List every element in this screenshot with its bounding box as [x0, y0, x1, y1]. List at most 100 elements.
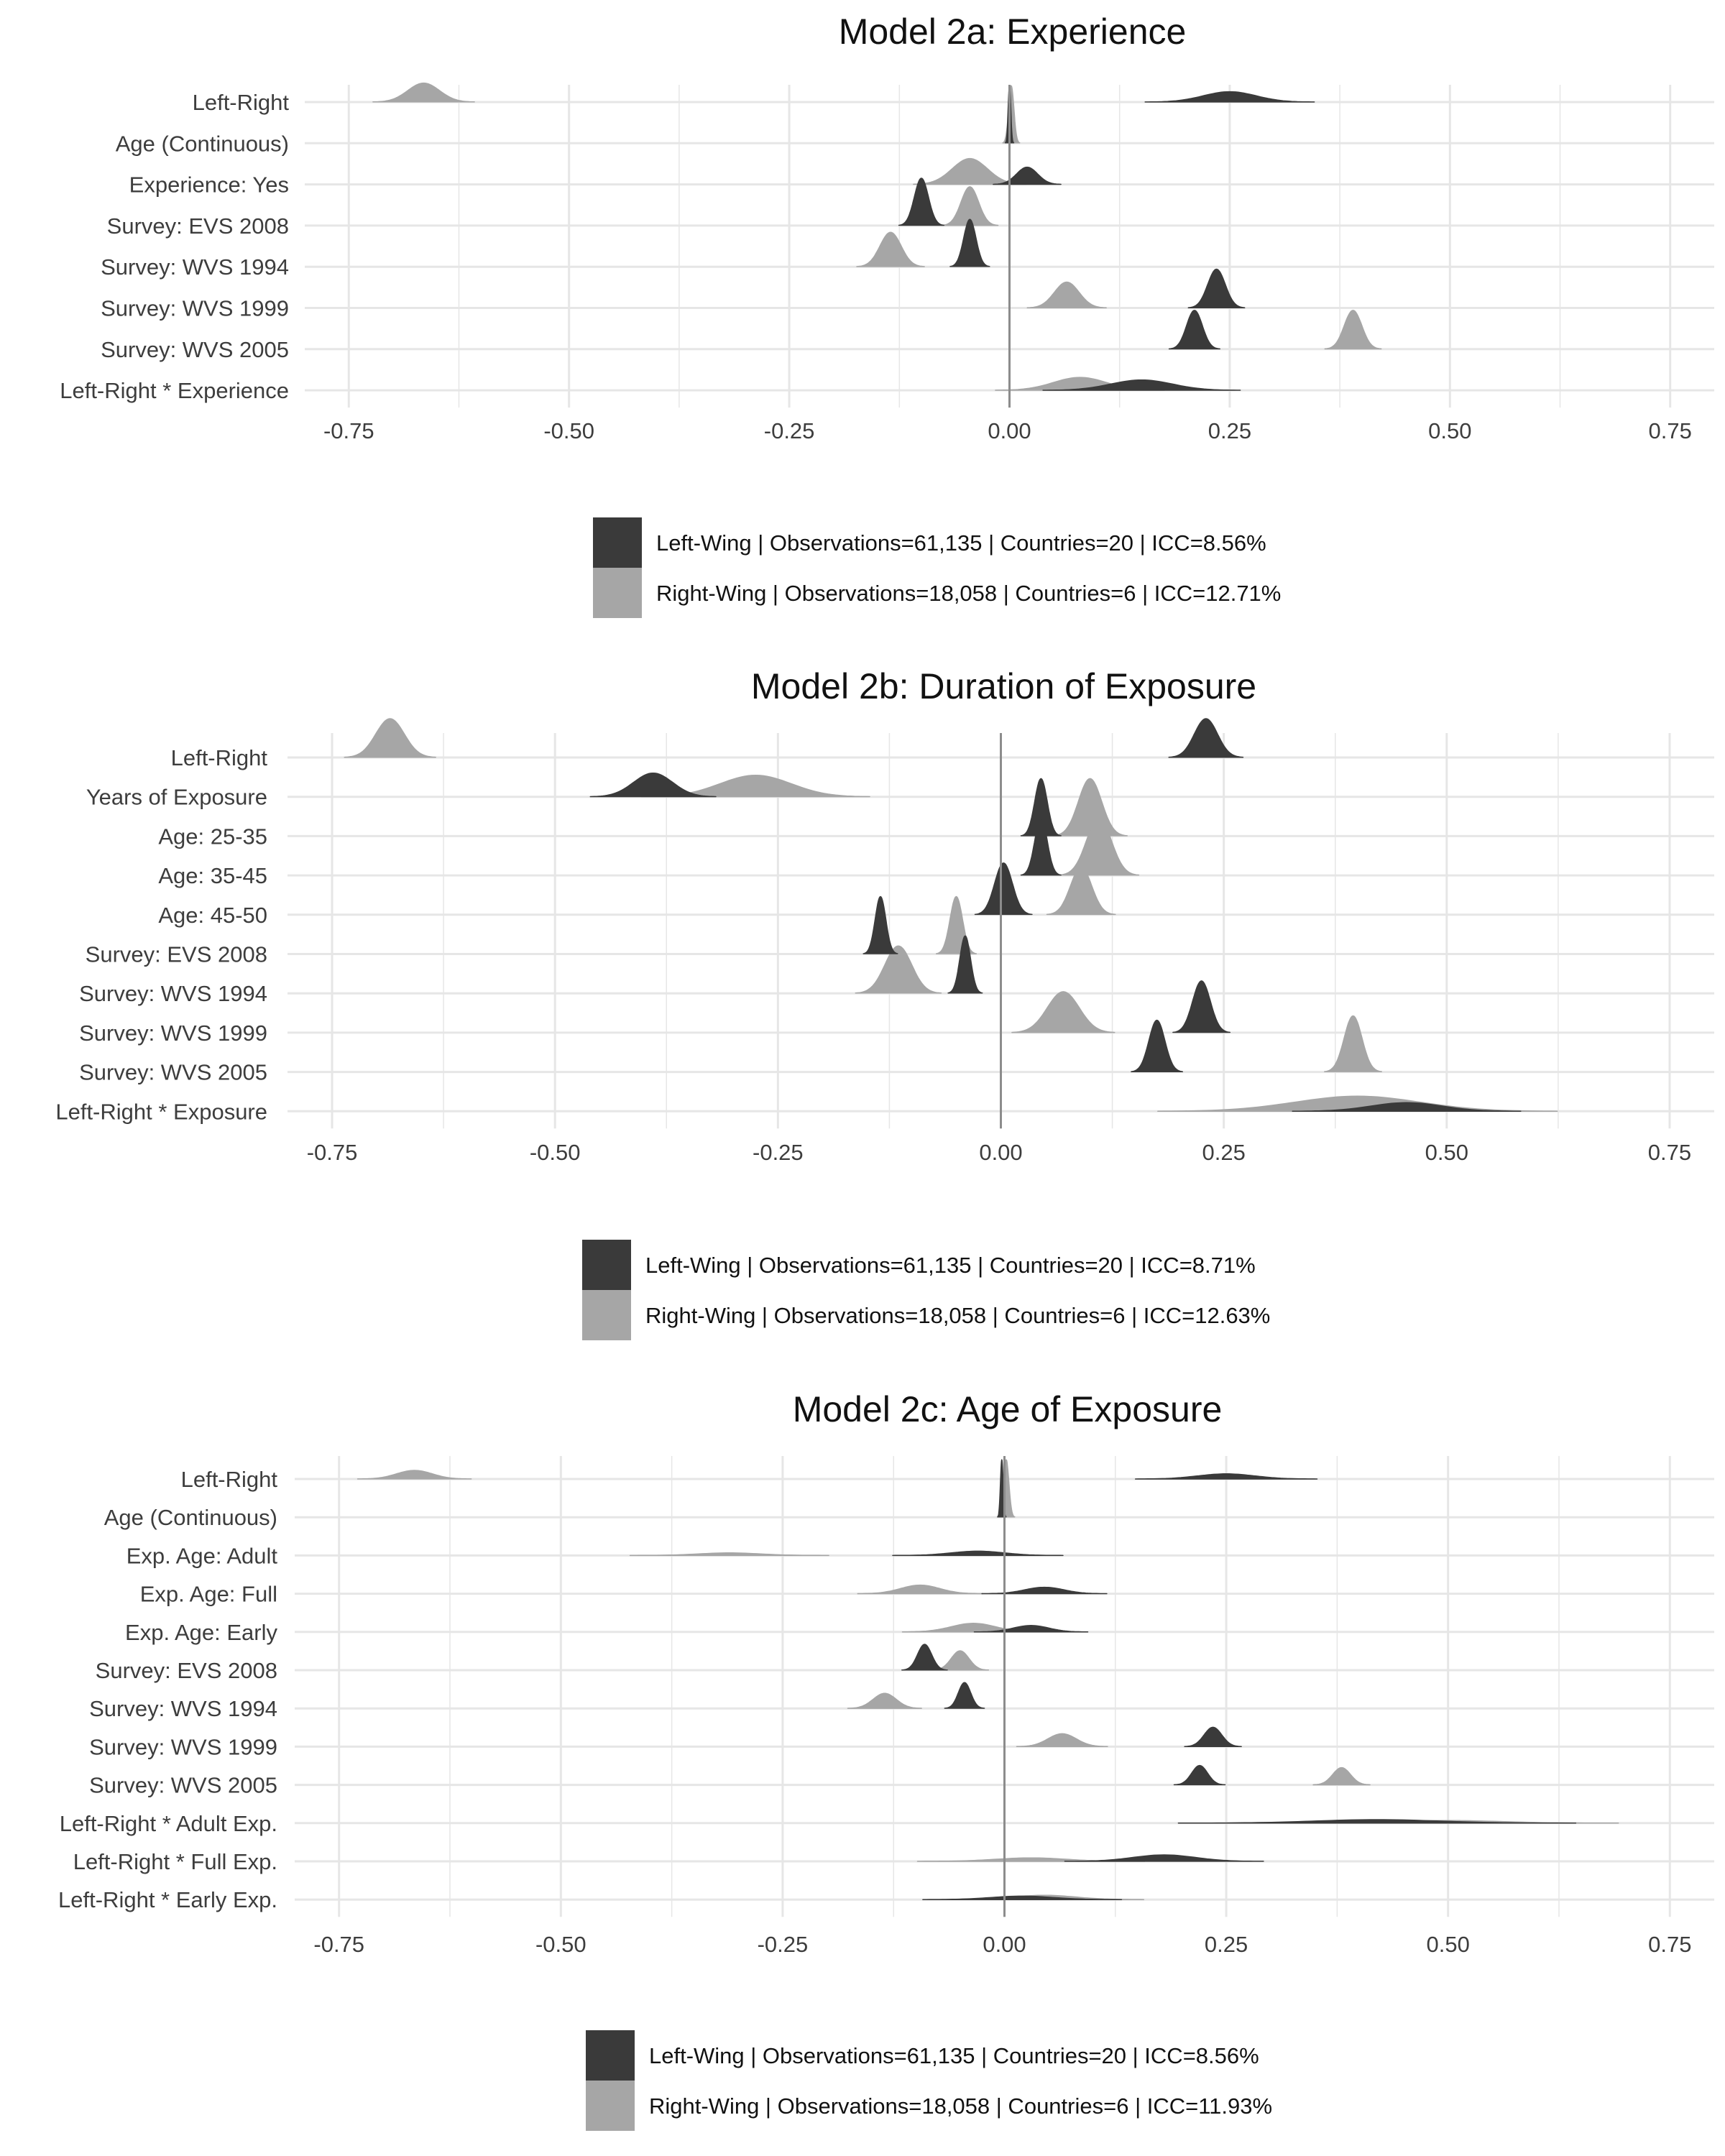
x-tick-label: 0.50	[1427, 1932, 1470, 1957]
y-tick-label: Survey: WVS 1999	[101, 296, 289, 321]
left-wing-density	[973, 1625, 1089, 1633]
legend: Left-Wing | Observations=61,135 | Countr…	[586, 2030, 1272, 2131]
right-wing-density	[1046, 867, 1116, 916]
legend-label-right-wing: Right-Wing | Observations=18,058 | Count…	[645, 1303, 1270, 1328]
right-wing-density	[847, 1692, 922, 1709]
right-wing-density	[941, 186, 999, 226]
right-wing-density	[1011, 991, 1116, 1033]
legend: Left-Wing | Observations=61,135 | Countr…	[582, 1240, 1270, 1340]
chart-title: Model 2c: Age of Exposure	[793, 1389, 1223, 1429]
x-tick-label: -0.50	[535, 1932, 586, 1957]
left-wing-density	[862, 895, 898, 954]
chart-panel-3: Model 2c: Age of Exposure Left-Right Age (…	[58, 1389, 1714, 2131]
y-tick-label: Exp. Age: Adult	[126, 1543, 278, 1568]
chart-title: Model 2a: Experience	[839, 11, 1187, 52]
left-wing-density	[892, 1550, 1064, 1557]
right-wing-density	[1312, 1766, 1371, 1786]
y-tick-label: Survey: WVS 1994	[89, 1696, 277, 1721]
left-wing-density	[1131, 1019, 1184, 1072]
left-wing-density	[1292, 1102, 1522, 1112]
left-wing-density	[898, 178, 945, 226]
legend: Left-Wing | Observations=61,135 | Countr…	[593, 517, 1281, 618]
y-tick-label: Survey: WVS 1999	[79, 1021, 267, 1046]
y-tick-label: Exp. Age: Early	[125, 1620, 277, 1645]
left-wing-density	[1187, 268, 1246, 308]
left-wing-density	[1177, 1819, 1577, 1824]
chart-panel-2: Model 2b: Duration of Exposure Left-Right…	[55, 666, 1714, 1340]
right-wing-density	[344, 718, 436, 758]
y-tick-label: Left-Right * Adult Exp.	[60, 1811, 277, 1836]
left-wing-density	[981, 1586, 1108, 1595]
x-tick-label: 0.00	[983, 1932, 1026, 1957]
left-wing-density	[1172, 980, 1231, 1033]
x-tick-label: 0.25	[1205, 1932, 1248, 1957]
x-tick-label: 0.00	[979, 1140, 1022, 1165]
y-tick-label: Left-Right * Early Exp.	[58, 1887, 277, 1912]
left-wing-density	[944, 1682, 985, 1709]
right-wing-density	[1157, 1095, 1558, 1112]
legend-label-right-wing: Right-Wing | Observations=18,058 | Count…	[656, 581, 1281, 606]
chart-panel-1: Model 2a: Experience Left-Right Age (Conti…	[60, 11, 1714, 618]
left-wing-density	[1134, 1473, 1318, 1480]
x-tick-label: -0.25	[758, 1932, 809, 1957]
x-tick-label: -0.25	[753, 1140, 804, 1165]
x-tick-label: 0.00	[988, 418, 1031, 443]
left-wing-density	[1042, 379, 1241, 391]
left-wing-density	[922, 1895, 1123, 1900]
x-tick-label: -0.75	[313, 1932, 364, 1957]
right-wing-density	[1026, 281, 1107, 309]
legend-label-left-wing: Left-Wing | Observations=61,135 | Countr…	[656, 530, 1266, 556]
y-tick-label: Left-Right	[193, 90, 290, 115]
x-tick-label: -0.50	[543, 418, 594, 443]
right-wing-density	[935, 895, 978, 954]
x-tick-label: 0.50	[1428, 418, 1471, 443]
right-wing-density	[1016, 1733, 1108, 1748]
y-tick-label: Left-Right * Full Exp.	[73, 1849, 277, 1874]
legend-swatch-right-wing	[582, 1290, 631, 1340]
legend-label-left-wing: Left-Wing | Observations=61,135 | Countr…	[649, 2043, 1259, 2068]
left-wing-density	[1168, 310, 1220, 350]
y-tick-label: Age: 25-35	[158, 824, 267, 849]
legend-swatch-left-wing	[582, 1240, 631, 1290]
y-tick-label: Left-Right	[171, 745, 268, 770]
y-tick-label: Survey: EVS 2008	[86, 942, 267, 967]
x-tick-label: -0.75	[307, 1140, 358, 1165]
y-tick-label: Survey: WVS 1994	[79, 981, 267, 1006]
left-wing-density	[1184, 1726, 1242, 1747]
left-wing-density	[1168, 718, 1244, 758]
y-tick-label: Age (Continuous)	[104, 1505, 277, 1530]
y-tick-label: Age: 45-50	[158, 903, 267, 928]
right-wing-density	[1052, 778, 1128, 837]
left-wing-density	[947, 935, 983, 994]
right-wing-density	[856, 231, 925, 267]
right-wing-density	[1058, 817, 1140, 876]
left-wing-density	[1064, 1854, 1264, 1862]
y-tick-label: Survey: WVS 2005	[79, 1060, 267, 1085]
right-wing-density	[372, 82, 475, 103]
y-tick-label: Exp. Age: Full	[140, 1582, 277, 1607]
right-wing-density	[1324, 1015, 1382, 1072]
legend-swatch-left-wing	[586, 2030, 635, 2081]
y-tick-label: Survey: EVS 2008	[107, 213, 289, 239]
left-wing-density	[1020, 778, 1062, 837]
x-tick-label: 0.25	[1202, 1140, 1245, 1165]
legend-label-right-wing: Right-Wing | Observations=18,058 | Count…	[649, 2093, 1272, 2119]
x-tick-label: 0.75	[1649, 418, 1692, 443]
x-tick-label: 0.75	[1648, 1932, 1691, 1957]
y-tick-label: Survey: WVS 2005	[101, 337, 289, 362]
left-wing-density	[589, 772, 717, 798]
y-tick-label: Survey: EVS 2008	[96, 1658, 277, 1683]
x-tick-label: -0.75	[323, 418, 374, 443]
x-tick-label: 0.25	[1208, 418, 1251, 443]
y-tick-label: Age: 35-45	[158, 863, 267, 888]
x-tick-label: -0.25	[764, 418, 815, 443]
x-tick-label: 0.50	[1425, 1140, 1468, 1165]
y-tick-label: Left-Right * Exposure	[55, 1099, 267, 1124]
legend-label-left-wing: Left-Wing | Observations=61,135 | Countr…	[645, 1253, 1256, 1278]
chart-title: Model 2b: Duration of Exposure	[751, 666, 1256, 706]
y-tick-label: Age (Continuous)	[116, 131, 289, 156]
y-tick-label: Survey: WVS 2005	[89, 1773, 277, 1798]
x-tick-label: 0.75	[1648, 1140, 1691, 1165]
legend-swatch-right-wing	[586, 2081, 635, 2131]
